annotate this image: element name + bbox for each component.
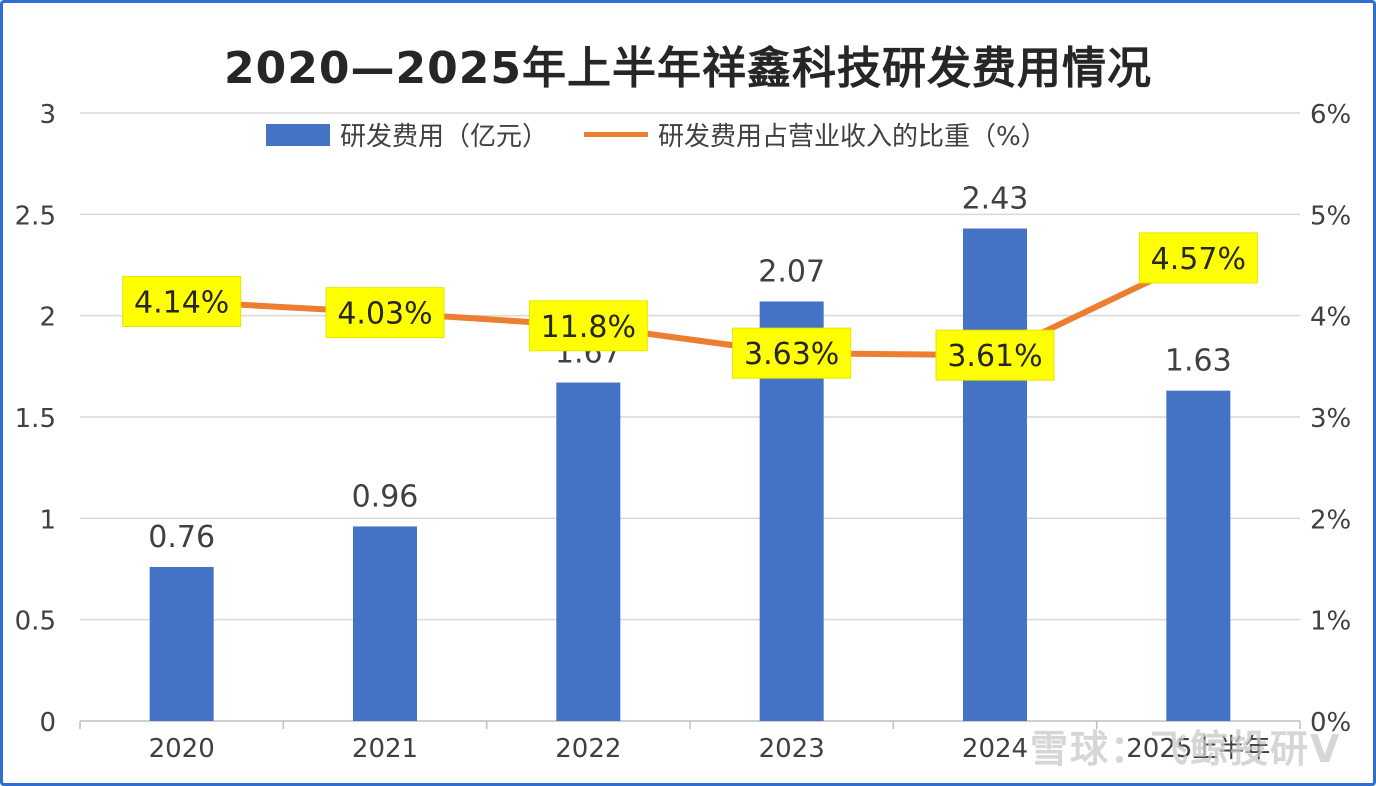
legend-swatch-bar — [266, 123, 330, 146]
line-label-box — [1138, 232, 1258, 284]
y-left-tick-label: 0.5 — [15, 607, 56, 637]
line-data-label: 3.63% — [744, 337, 839, 372]
legend: 研发费用（亿元） 研发费用占营业收入的比重（%） — [266, 116, 1047, 153]
line-data-label: 4.57% — [1151, 242, 1246, 277]
y-right-tick-label: 5% — [1310, 201, 1351, 231]
bar-data-label: 0.96 — [352, 479, 419, 514]
x-tick-label: 2021 — [352, 734, 418, 764]
bar-data-label: 1.63 — [1165, 344, 1232, 379]
line-data-label: 4.03% — [337, 297, 432, 332]
bar — [963, 228, 1027, 721]
y-right-tick-label: 2% — [1310, 505, 1351, 535]
line-label-box — [935, 329, 1055, 381]
line-data-label: 3.61% — [947, 339, 1042, 374]
y-left-tick-label: 2.5 — [15, 201, 56, 231]
line-label-box — [122, 275, 242, 327]
x-tick-label: 2022 — [555, 734, 621, 764]
line-label-box — [325, 287, 445, 339]
bar — [1166, 390, 1231, 721]
x-tick-label: 2025上半年 — [1126, 734, 1270, 764]
y-left-tick-label: 1 — [39, 505, 56, 535]
legend-swatch-line — [584, 132, 649, 137]
y-left-tick-label: 3 — [39, 100, 56, 130]
x-tick-label: 2023 — [759, 734, 825, 764]
y-right-tick-label: 0% — [1310, 708, 1351, 738]
bar-data-label: 2.43 — [962, 182, 1029, 217]
line-data-label: 4.14% — [134, 285, 229, 320]
line-label-box — [528, 300, 648, 352]
x-tick-label: 2020 — [149, 734, 215, 764]
legend-label-bar: 研发费用（亿元） — [340, 122, 549, 152]
bar — [149, 566, 214, 721]
bar-data-label: 0.76 — [148, 520, 215, 555]
y-right-tick-label: 3% — [1310, 404, 1351, 434]
chart-title: 2020—2025年上半年祥鑫科技研发费用情况 — [224, 43, 1152, 94]
x-tick-label: 2024 — [962, 734, 1028, 764]
y-left-tick-label: 1.5 — [15, 404, 56, 434]
y-left-tick-label: 2 — [39, 303, 56, 333]
y-right-tick-label: 4% — [1310, 303, 1351, 333]
line-data-label: 11.8% — [541, 310, 636, 345]
legend-label-line: 研发费用占营业收入的比重（%） — [658, 122, 1047, 152]
line-label-box — [732, 327, 852, 379]
y-right-tick-label: 6% — [1310, 100, 1351, 130]
watermark: 雪球：飞鲸投研V — [1030, 727, 1342, 771]
y-left-tick-label: 0 — [39, 708, 56, 738]
bar-data-label: 2.07 — [758, 254, 825, 289]
bar — [353, 526, 417, 721]
bar — [556, 382, 621, 721]
y-right-tick-label: 1% — [1310, 607, 1351, 637]
